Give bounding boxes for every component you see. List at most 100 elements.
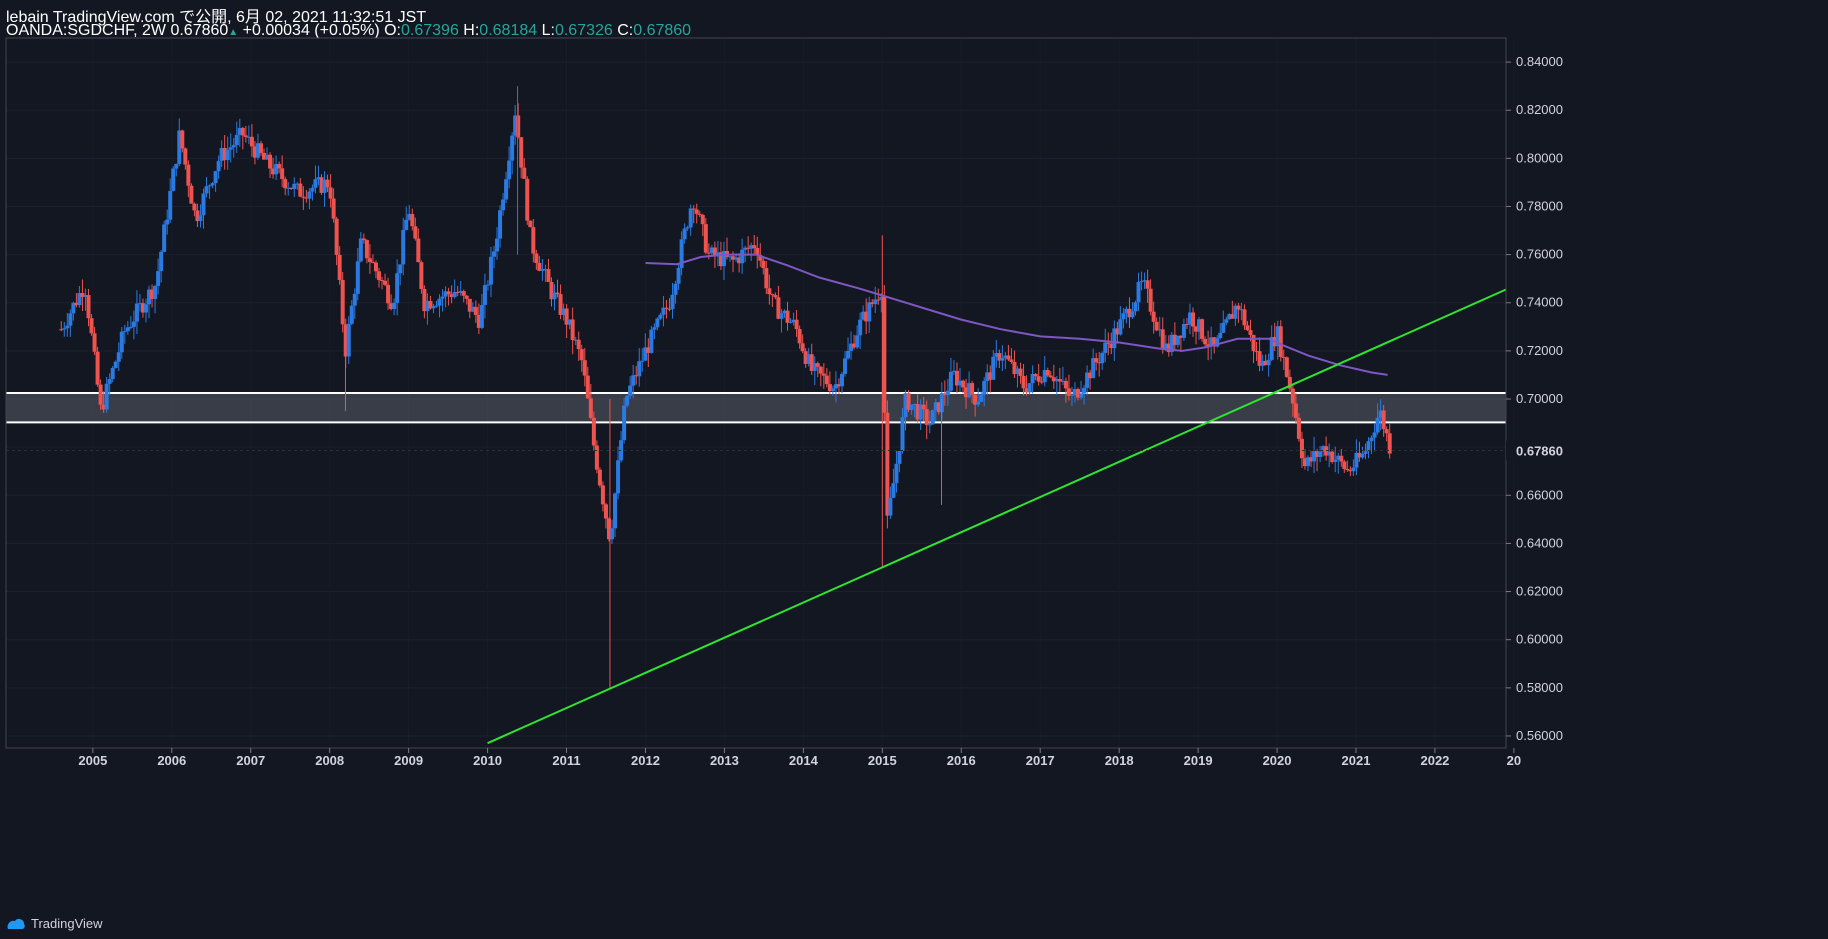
support-zone[interactable] [6, 393, 1506, 423]
candle-body [1079, 393, 1084, 398]
candle-body [1006, 355, 1011, 360]
candle-body [770, 294, 775, 296]
candle-body [225, 149, 230, 161]
candle-body [1212, 337, 1217, 347]
price-axis[interactable]: 0.84000 0.82000 0.80000 0.78000 0.76000 0.740… [1506, 54, 1563, 743]
candle-body [1039, 381, 1044, 383]
candle-body [104, 383, 109, 410]
time-axis[interactable]: 2005 2006 2007 2008 2009 2010 2011 2012 2013 2014… [78, 748, 1521, 768]
candle-body [467, 298, 472, 312]
x-tick-label: 2012 [631, 753, 660, 768]
candle-body [128, 326, 133, 328]
candle-body [398, 264, 403, 274]
candle-body [909, 404, 914, 410]
candle-body [767, 288, 772, 295]
candle-body [897, 450, 902, 464]
candle-body [973, 394, 978, 405]
candle-body [661, 307, 666, 315]
moving-average-line[interactable] [645, 253, 1388, 376]
candle-body [495, 238, 500, 252]
footer-brand[interactable]: TradingView [6, 916, 103, 931]
candle-body [610, 528, 615, 540]
candle-body [428, 300, 433, 309]
candle-body [243, 135, 248, 137]
candle-body [140, 303, 145, 313]
candle-body [531, 227, 536, 254]
candle-body [249, 136, 254, 147]
candle-body [821, 373, 826, 376]
x-tick-label: 2007 [236, 753, 265, 768]
candle-body [1157, 329, 1162, 331]
candle-body [1321, 446, 1326, 452]
candle-body [1148, 288, 1153, 312]
candle-body [422, 289, 427, 312]
candle-body [74, 302, 79, 306]
candle-body [1366, 441, 1371, 452]
candle-body [1100, 352, 1105, 364]
candle-body [168, 190, 173, 220]
candle-body [407, 213, 412, 220]
candle-body [1115, 328, 1120, 335]
candle-body [373, 262, 378, 272]
candle-body [1063, 380, 1068, 389]
candle-body [150, 289, 155, 300]
candle-body [1009, 359, 1014, 362]
candle-body [861, 311, 866, 320]
trendline[interactable] [487, 288, 1507, 745]
candle-body [673, 283, 678, 295]
candle-body [195, 210, 200, 222]
candle-body [68, 313, 73, 326]
last-price-label: 0.67860 [1516, 444, 1563, 459]
candle-body [337, 254, 342, 280]
candle-body [606, 518, 611, 540]
candle-body [367, 258, 372, 263]
candle-body [1145, 280, 1150, 289]
candle-body [1239, 309, 1244, 311]
candle-body [997, 353, 1002, 361]
candle-body [927, 424, 932, 426]
candle-body [513, 115, 518, 136]
candle-body [268, 154, 273, 169]
candle-body [688, 208, 693, 228]
x-tick-label: 2008 [315, 753, 344, 768]
candle-body [283, 179, 288, 189]
candle-body [1136, 282, 1141, 303]
candle-body [616, 460, 621, 494]
candle-body [676, 267, 681, 284]
candle-body [231, 145, 236, 148]
candle-body [1254, 351, 1259, 353]
candle-body [401, 230, 406, 265]
candle-body [1281, 357, 1286, 359]
candle-body [180, 130, 185, 149]
candle-body [979, 394, 984, 402]
close-label: C: [617, 22, 634, 39]
candle-body [1293, 403, 1298, 418]
candle-body [570, 319, 575, 341]
candle-body [1091, 358, 1096, 379]
candle-body [1354, 452, 1359, 468]
candle-body [295, 183, 300, 185]
candle-body [1348, 469, 1353, 472]
candle-body [637, 361, 642, 377]
candle-body [240, 127, 245, 136]
candle-body [376, 271, 381, 281]
y-tick-label: 0.60000 [1516, 632, 1563, 647]
candle-body [265, 154, 270, 160]
candle-body [516, 115, 521, 138]
candle-body [425, 300, 430, 312]
candle-body [936, 402, 941, 413]
x-tick-label: 2013 [710, 753, 739, 768]
candle-body [1360, 454, 1365, 458]
candle-body [912, 403, 917, 405]
candle-body [1178, 335, 1183, 338]
candle-body [228, 147, 233, 150]
candle-body [1197, 319, 1202, 332]
candle-body [1027, 383, 1032, 393]
candle-body [921, 404, 926, 410]
candle-body [1018, 368, 1023, 376]
candle-body [71, 302, 76, 314]
candle-body [83, 295, 88, 297]
candle-body [289, 187, 294, 190]
candle-body [652, 327, 657, 330]
